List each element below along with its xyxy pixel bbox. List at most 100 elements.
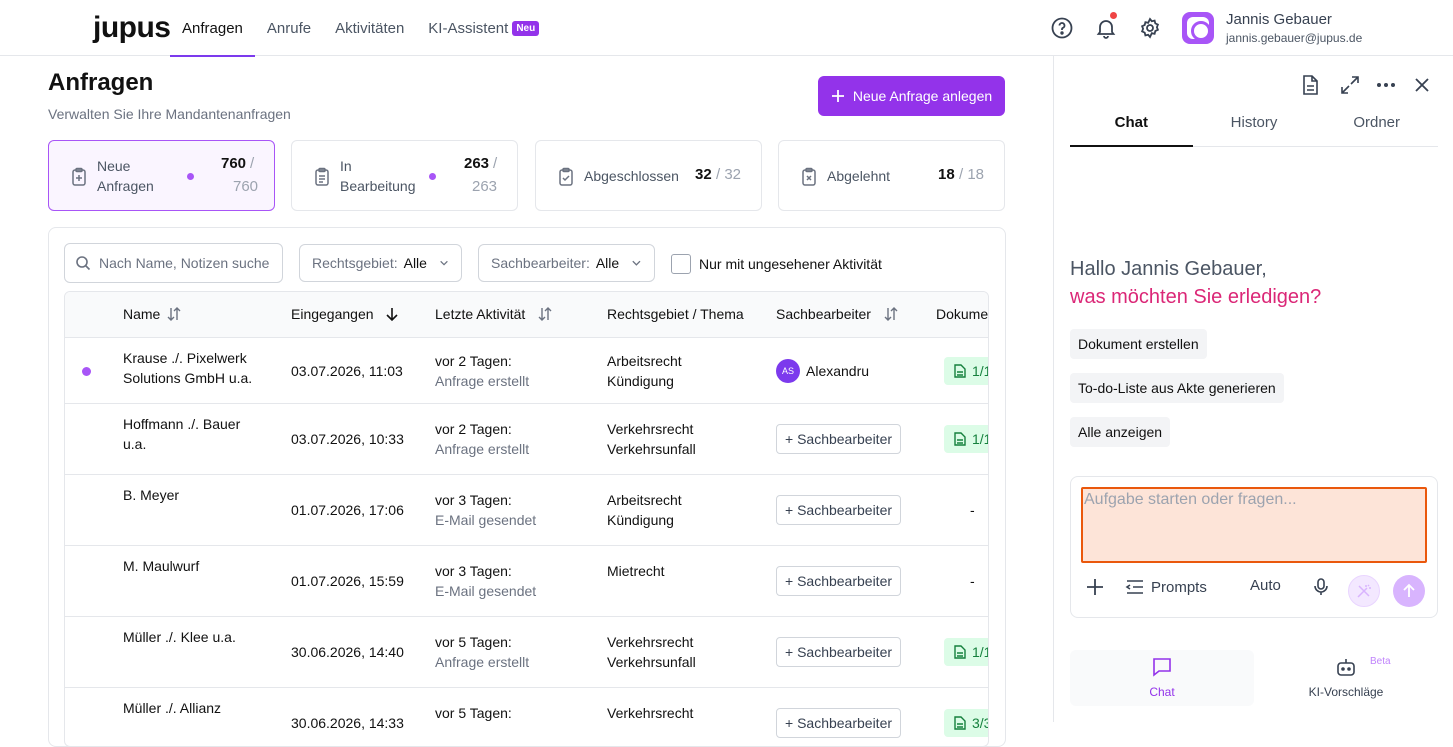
filter-label: Rechtsgebiet: <box>312 255 398 271</box>
nav-ki-assistent[interactable]: KI-Assistent Neu <box>416 0 551 56</box>
table-row[interactable]: Müller ./. Klee u.a. 30.06.2026, 14:40 v… <box>65 617 988 688</box>
documents-badge[interactable]: 1/1 <box>944 425 988 453</box>
documents-badge[interactable]: 1/1 <box>944 357 988 385</box>
user-email: jannis.gebauer@jupus.de <box>1226 31 1363 45</box>
show-all-chip[interactable]: Alle anzeigen <box>1070 417 1171 447</box>
user-name[interactable]: Jannis Gebauer <box>1226 11 1332 28</box>
tab-history[interactable]: History <box>1230 114 1278 131</box>
close-icon[interactable] <box>1411 74 1433 96</box>
row-activity-detail: E-Mail gesendet <box>435 512 537 528</box>
col-eingegangen[interactable]: Eingegangen <box>291 306 400 322</box>
plus-icon <box>831 90 844 102</box>
nav-anrufe[interactable]: Anrufe <box>255 0 323 56</box>
table-row[interactable]: B. Meyer 01.07.2026, 17:06 vor 3 Tagen: … <box>65 475 988 546</box>
sort-icon <box>167 307 181 321</box>
row-name: M. Maulwurf <box>123 558 200 574</box>
arrow-down-icon <box>385 308 398 322</box>
mode-select[interactable]: Auto <box>1250 577 1281 594</box>
rechtsgebiet-filter[interactable]: Rechtsgebiet: Alle <box>299 244 462 282</box>
unseen-filter[interactable]: Nur mit ungesehener Aktivität <box>671 254 882 274</box>
row-activity: vor 2 Tagen: <box>435 421 512 437</box>
tab-chat[interactable]: Chat <box>1070 106 1193 147</box>
col-label: Sachbearbeiter <box>776 306 871 322</box>
clipboard-check-icon <box>559 167 573 186</box>
documents-count: 1/1 <box>972 431 988 447</box>
row-name: Hoffmann ./. Bauer <box>123 416 241 432</box>
row-date: 30.06.2026, 14:33 <box>291 715 404 731</box>
documents-badge[interactable]: 1/1 <box>944 638 988 666</box>
stat-card-neue[interactable]: Neue Anfragen 760 / 760 <box>48 140 275 211</box>
add-assignee-button[interactable]: + Sachbearbeiter <box>776 495 902 525</box>
expand-icon[interactable] <box>1339 74 1361 96</box>
help-icon[interactable] <box>1050 16 1074 40</box>
nav-aktivitaeten[interactable]: Aktivitäten <box>323 0 416 56</box>
table-row[interactable]: Müller ./. Allianz 30.06.2026, 14:33 vor… <box>65 688 988 746</box>
prompts-button[interactable]: Prompts <box>1125 577 1207 597</box>
stat-label: Bearbeitung <box>340 178 416 194</box>
stat-card-abgeschlossen[interactable]: Abgeschlossen 32 / 32 <box>535 140 762 211</box>
search-box[interactable] <box>64 243 283 283</box>
suggestion-chip[interactable]: Dokument erstellen <box>1070 329 1207 359</box>
prompts-icon <box>1125 580 1143 594</box>
suggestion-chip[interactable]: To-do-Liste aus Akte generieren <box>1070 373 1284 403</box>
new-request-button[interactable]: Neue Anfrage anlegen <box>818 76 1005 116</box>
col-label: Letzte Aktivität <box>435 306 526 322</box>
microphone-button[interactable] <box>1311 577 1331 597</box>
row-activity: vor 2 Tagen: <box>435 353 512 369</box>
bottom-nav-chat[interactable]: Chat <box>1070 650 1254 706</box>
col-name[interactable]: Name <box>123 306 182 322</box>
row-activity: vor 5 Tagen: <box>435 634 512 650</box>
add-assignee-button[interactable]: + Sachbearbeiter <box>776 708 902 738</box>
user-avatar[interactable] <box>1182 12 1214 44</box>
row-thema: Kündigung <box>607 512 674 528</box>
col-label: Eingegangen <box>291 306 374 322</box>
document-icon <box>954 645 966 659</box>
add-assignee-button[interactable]: + Sachbearbeiter <box>776 424 902 454</box>
row-name: Solutions GmbH u.a. <box>123 370 253 386</box>
search-input[interactable] <box>99 255 269 271</box>
stat-total: / <box>493 155 498 172</box>
unseen-checkbox[interactable] <box>671 254 691 274</box>
row-rechtsgebiet: Mietrecht <box>607 563 665 579</box>
chat-input[interactable] <box>1081 487 1427 563</box>
prompts-label: Prompts <box>1151 578 1207 596</box>
col-sachbearbeiter[interactable]: Sachbearbeiter <box>776 306 899 322</box>
documents-badge[interactable]: 3/3 <box>944 709 988 737</box>
gear-icon[interactable] <box>1138 16 1162 40</box>
tab-ordner[interactable]: Ordner <box>1353 114 1401 131</box>
add-attachment-button[interactable] <box>1085 577 1105 597</box>
nav-label: Aktivitäten <box>335 19 405 37</box>
row-rechtsgebiet: Arbeitsrecht <box>607 492 682 508</box>
stat-value: 263 <box>464 155 490 172</box>
add-assignee-button[interactable]: + Sachbearbeiter <box>776 637 902 667</box>
enhance-button[interactable] <box>1348 575 1380 607</box>
bell-icon[interactable] <box>1094 12 1118 40</box>
search-icon <box>76 256 91 271</box>
add-assignee-button[interactable]: + Sachbearbeiter <box>776 566 902 596</box>
mode-label: Auto <box>1250 577 1281 594</box>
send-button[interactable] <box>1393 575 1425 607</box>
bottom-nav-ki-vorschlaege[interactable]: Beta KI-Vorschläge <box>1254 650 1438 706</box>
more-icon[interactable] <box>1375 74 1397 96</box>
stat-value: 18 <box>938 166 955 183</box>
assignee-avatar: AS <box>776 359 800 383</box>
sachbearbeiter-filter[interactable]: Sachbearbeiter: Alle <box>478 244 655 282</box>
nav-anfragen[interactable]: Anfragen <box>170 0 255 57</box>
row-activity: vor 5 Tagen: <box>435 705 512 721</box>
chevron-down-icon <box>440 260 448 266</box>
bottom-nav-label: Chat <box>1149 685 1175 699</box>
col-letzte-aktivitaet[interactable]: Letzte Aktivität <box>435 306 553 322</box>
jupus-logo[interactable]: jupus <box>93 11 171 44</box>
table-row[interactable]: Hoffmann ./. Bauer u.a. 03.07.2026, 10:3… <box>65 404 988 475</box>
table-row[interactable]: M. Maulwurf 01.07.2026, 15:59 vor 3 Tage… <box>65 546 988 617</box>
table-row[interactable]: Krause ./. Pixelwerk Solutions GmbH u.a.… <box>65 338 988 404</box>
stat-card-abgelehnt[interactable]: Abgelehnt 18 / 18 <box>778 140 1005 211</box>
greeting-question: was möchten Sie erledigen? <box>1070 286 1322 308</box>
document-icon[interactable] <box>1299 74 1321 96</box>
clipboard-x-icon <box>802 167 816 186</box>
assignee-name[interactable]: Alexandru <box>806 363 870 379</box>
stat-card-bearbeitung[interactable]: In Bearbeitung 263 / 263 <box>291 140 518 211</box>
unseen-dot <box>187 173 194 180</box>
stat-label: Abgelehnt <box>827 168 891 184</box>
row-activity-detail: E-Mail gesendet <box>435 583 537 599</box>
